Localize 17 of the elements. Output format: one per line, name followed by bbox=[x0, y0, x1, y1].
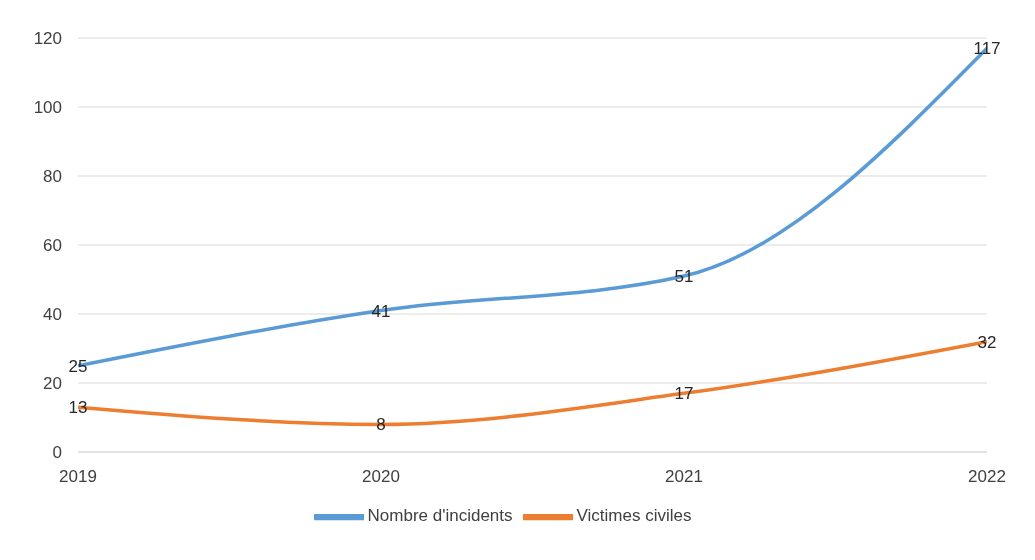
y-tick-label: 100 bbox=[33, 98, 62, 118]
y-tick-label: 40 bbox=[43, 305, 62, 325]
y-tick-label: 120 bbox=[33, 29, 62, 49]
x-tick-label: 2020 bbox=[362, 467, 400, 487]
y-tick-label: 0 bbox=[52, 443, 62, 463]
x-tick-label: 2019 bbox=[59, 467, 97, 487]
y-tick-label: 80 bbox=[43, 167, 62, 187]
data-label: 32 bbox=[977, 332, 997, 352]
legend-label: Nombre d'incidents bbox=[367, 506, 513, 526]
legend-label: Victimes civiles bbox=[576, 506, 692, 526]
x-tick-label: 2022 bbox=[968, 467, 1006, 487]
y-tick-label: 60 bbox=[43, 236, 62, 256]
data-label: 117 bbox=[973, 39, 1001, 59]
x-tick-label: 2021 bbox=[665, 467, 703, 487]
data-label: 25 bbox=[68, 356, 88, 376]
y-tick-label: 20 bbox=[43, 374, 62, 394]
data-label: 13 bbox=[68, 398, 88, 418]
